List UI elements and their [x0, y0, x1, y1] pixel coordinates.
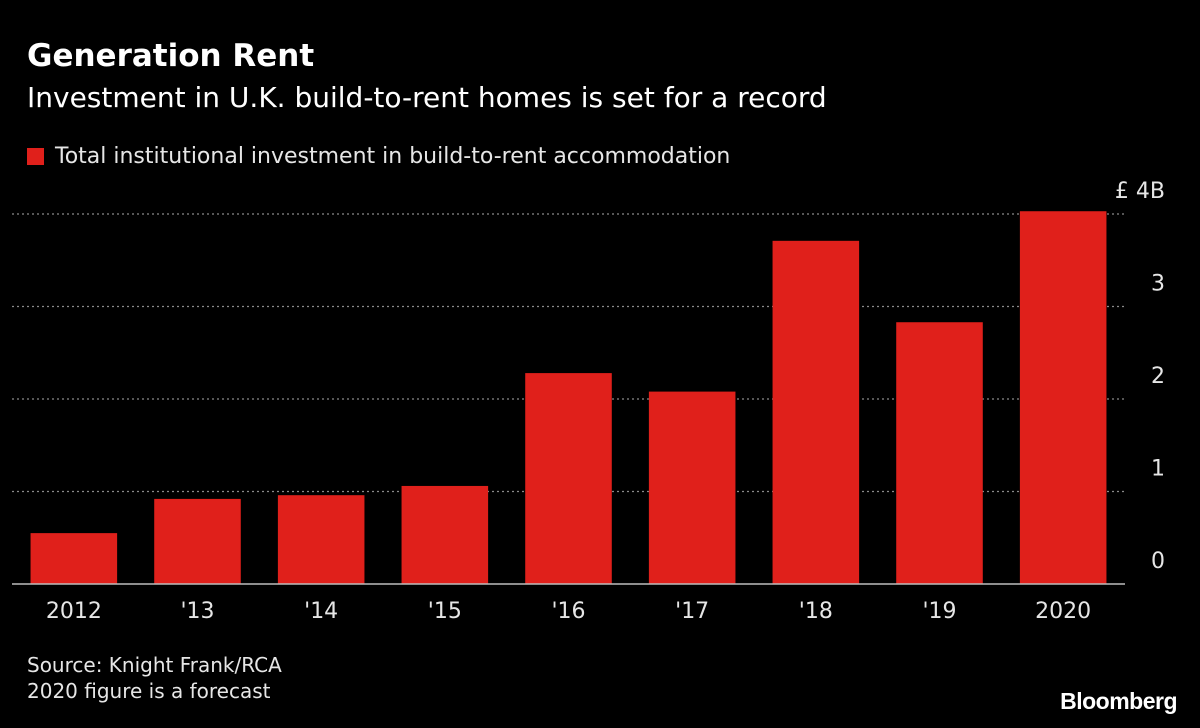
x-tick-label: '19: [922, 599, 956, 624]
legend-label: Total institutional investment in build-…: [55, 143, 731, 169]
bar-6: [772, 240, 860, 584]
y-tick-label: 3: [1151, 272, 1165, 297]
x-tick-label: '13: [180, 599, 214, 624]
legend: Total institutional investment in build-…: [27, 140, 730, 172]
y-tick-label: 0: [1151, 549, 1165, 574]
x-axis-tick-labels: 2012 '13 '14 '15 '16 '17 '18 '19 2020: [46, 599, 1091, 624]
bars: [30, 211, 1107, 584]
bar-5: [648, 391, 736, 584]
bar-1: [154, 498, 241, 584]
bar-4: [525, 373, 612, 584]
x-tick-label: '17: [675, 599, 709, 624]
y-tick-label: £ 4B: [1115, 179, 1165, 204]
x-tick-label: 2012: [46, 599, 102, 624]
source-note: Source: Knight Frank/RCA: [27, 653, 282, 677]
bar-0: [30, 533, 118, 584]
forecast-note: 2020 figure is a forecast: [27, 679, 271, 703]
x-tick-label: '16: [551, 599, 585, 624]
legend-swatch: [27, 147, 44, 165]
y-tick-label: 1: [1151, 457, 1165, 482]
bar-3: [401, 485, 489, 584]
bar-8: [1019, 211, 1107, 584]
x-tick-label: '14: [304, 599, 338, 624]
chart-title: Generation Rent: [27, 38, 315, 74]
bar-7: [896, 322, 983, 584]
chart-subtitle: Investment in U.K. build-to-rent homes i…: [27, 81, 827, 114]
y-tick-label: 2: [1151, 364, 1165, 389]
y-axis-tick-labels: 0 1 2 3 £ 4B: [1115, 179, 1165, 574]
x-tick-label: 2020: [1035, 599, 1091, 624]
x-tick-label: '18: [799, 599, 833, 624]
x-tick-label: '15: [428, 599, 462, 624]
bloomberg-logo: Bloomberg: [1060, 688, 1177, 714]
bar-2: [277, 495, 365, 584]
